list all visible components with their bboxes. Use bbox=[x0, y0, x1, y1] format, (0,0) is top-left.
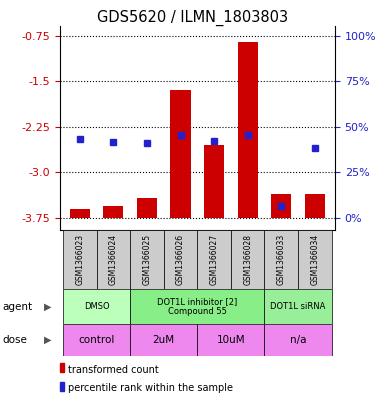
Text: GSM1366027: GSM1366027 bbox=[209, 234, 219, 285]
Bar bbox=[271, 193, 291, 218]
Text: percentile rank within the sample: percentile rank within the sample bbox=[68, 383, 233, 393]
Text: GDS5620 / ILMN_1803803: GDS5620 / ILMN_1803803 bbox=[97, 10, 288, 26]
Bar bbox=[164, 230, 197, 289]
Bar bbox=[130, 230, 164, 289]
Bar bbox=[97, 230, 130, 289]
Text: ▶: ▶ bbox=[44, 335, 52, 345]
Bar bbox=[238, 42, 258, 218]
Text: GSM1366023: GSM1366023 bbox=[75, 234, 84, 285]
Text: control: control bbox=[79, 335, 115, 345]
Bar bbox=[70, 209, 90, 218]
Bar bbox=[63, 289, 130, 324]
Text: GSM1366026: GSM1366026 bbox=[176, 234, 185, 285]
Text: transformed count: transformed count bbox=[68, 365, 159, 375]
Text: GSM1366034: GSM1366034 bbox=[310, 234, 319, 285]
Bar bbox=[171, 90, 191, 218]
Bar bbox=[63, 230, 97, 289]
Text: DMSO: DMSO bbox=[84, 302, 109, 311]
Bar bbox=[204, 145, 224, 218]
Text: DOT1L inhibitor [2]
Compound 55: DOT1L inhibitor [2] Compound 55 bbox=[157, 297, 238, 316]
Bar bbox=[264, 289, 331, 324]
Text: ▶: ▶ bbox=[44, 301, 52, 312]
Bar bbox=[130, 324, 197, 356]
Text: dose: dose bbox=[2, 335, 27, 345]
Text: GSM1366025: GSM1366025 bbox=[142, 234, 151, 285]
Bar bbox=[63, 324, 130, 356]
Bar bbox=[137, 198, 157, 218]
Bar bbox=[103, 206, 124, 218]
Text: n/a: n/a bbox=[290, 335, 306, 345]
Bar bbox=[231, 230, 264, 289]
Text: GSM1366024: GSM1366024 bbox=[109, 234, 118, 285]
Bar bbox=[130, 289, 264, 324]
Text: 10uM: 10uM bbox=[217, 335, 245, 345]
Bar bbox=[298, 230, 331, 289]
Text: GSM1366033: GSM1366033 bbox=[277, 234, 286, 285]
Bar bbox=[197, 324, 264, 356]
Text: agent: agent bbox=[2, 301, 32, 312]
Bar bbox=[264, 230, 298, 289]
Text: GSM1366028: GSM1366028 bbox=[243, 234, 252, 285]
Text: 2uM: 2uM bbox=[153, 335, 175, 345]
Text: DOT1L siRNA: DOT1L siRNA bbox=[270, 302, 326, 311]
Bar bbox=[305, 193, 325, 218]
Bar bbox=[197, 230, 231, 289]
Bar bbox=[264, 324, 331, 356]
